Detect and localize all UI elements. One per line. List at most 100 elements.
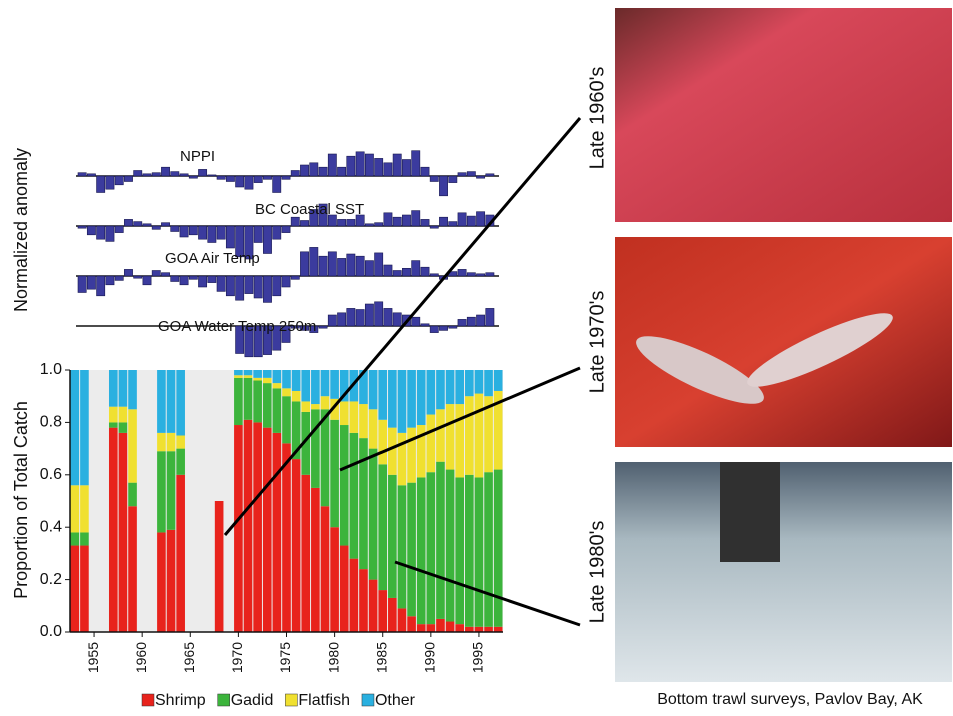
anomaly-bar xyxy=(374,158,384,177)
anomaly-bar xyxy=(290,325,300,329)
anomaly-bar xyxy=(272,275,282,297)
bar-segment xyxy=(397,370,407,433)
anomaly-bar xyxy=(281,275,291,288)
anomaly-bar xyxy=(420,323,430,327)
anomaly-bar xyxy=(439,325,448,331)
anomaly-bar xyxy=(77,225,87,229)
x-tick-label: 1965 xyxy=(181,642,197,673)
anomaly-bar xyxy=(179,173,189,177)
x-tick-label: 1975 xyxy=(277,642,293,673)
anomaly-bar xyxy=(466,272,476,277)
bar-segment xyxy=(234,370,243,376)
bar-segment xyxy=(70,532,80,546)
bar-segment xyxy=(262,383,272,428)
anomaly-bar xyxy=(105,175,115,190)
anomaly-bar xyxy=(476,211,486,227)
bar-segment xyxy=(493,390,503,470)
bar-segment xyxy=(243,370,253,376)
series-label: GOA Water Temp 250m xyxy=(158,318,316,335)
x-tick-label: 1985 xyxy=(373,642,389,673)
anomaly-bar xyxy=(105,225,115,242)
bar-segment xyxy=(311,487,320,632)
anomaly-bar xyxy=(244,175,254,190)
anomaly-bar xyxy=(161,166,170,177)
anomaly-bar xyxy=(124,219,133,227)
bar-segment xyxy=(359,370,368,405)
anomaly-bar xyxy=(198,225,208,240)
bar-segment xyxy=(118,422,128,433)
anomaly-bar xyxy=(77,275,87,293)
bar-segment xyxy=(128,506,137,632)
x-tick-label: 1970 xyxy=(229,642,245,673)
anomaly-bar xyxy=(466,316,476,327)
anomaly-bar xyxy=(161,222,170,227)
anomaly-bar xyxy=(457,172,467,177)
anomaly-bar xyxy=(346,308,356,327)
y-tick-label: 0.2 xyxy=(40,571,62,588)
bar-segment xyxy=(282,388,291,397)
bar-segment xyxy=(416,370,426,426)
bar-segment xyxy=(253,370,262,378)
bar-segment xyxy=(397,485,407,609)
anomaly-bar xyxy=(466,171,476,177)
anomaly-bar xyxy=(281,175,291,180)
anomaly-bar xyxy=(392,153,402,177)
legend-swatch xyxy=(141,693,155,707)
bar-segment xyxy=(128,482,137,507)
anomaly-bar xyxy=(429,175,439,182)
anomaly-bar xyxy=(170,275,180,282)
bar-segment xyxy=(320,396,330,410)
bar-segment xyxy=(214,501,224,632)
anomaly-bar xyxy=(476,273,486,277)
bar-segment xyxy=(397,432,407,486)
anomaly-bar xyxy=(290,170,300,177)
anomaly-bar xyxy=(235,325,245,354)
x-tick-label: 1960 xyxy=(133,642,149,673)
anomaly-bar xyxy=(133,170,143,177)
bar-segment xyxy=(262,377,272,384)
anomaly-bar xyxy=(485,308,495,327)
anomaly-bar xyxy=(346,253,356,277)
anomaly-bar xyxy=(244,275,254,294)
anomaly-bar xyxy=(327,314,337,327)
y-tick-label: 0.6 xyxy=(40,466,62,483)
anomaly-bar xyxy=(188,175,198,179)
anomaly-bar xyxy=(207,174,217,177)
anomaly-bar xyxy=(96,225,106,240)
photo-label: Late 1980's xyxy=(586,521,608,624)
bar-segment xyxy=(416,477,426,625)
anomaly-bar xyxy=(327,153,337,177)
anomaly-bar xyxy=(411,260,421,277)
anomaly-bar xyxy=(364,260,374,277)
anomaly-bar xyxy=(402,159,411,177)
anomaly-bar xyxy=(355,255,365,277)
anomaly-bar xyxy=(124,175,133,182)
bar-segment xyxy=(108,422,118,428)
bar-segment xyxy=(484,370,493,397)
anomaly-bar xyxy=(272,225,282,240)
bar-segment xyxy=(166,370,176,433)
anomaly-bar xyxy=(114,275,124,281)
bar-segment xyxy=(176,370,185,436)
anomaly-bar xyxy=(133,221,143,227)
bar-segment xyxy=(291,370,301,391)
anomaly-bar xyxy=(392,216,402,227)
bar-segment xyxy=(426,624,436,632)
anomaly-bar xyxy=(86,275,96,290)
bar-segment xyxy=(301,401,311,412)
anomaly-bar xyxy=(225,175,235,182)
anomaly-bar xyxy=(114,175,124,186)
anomaly-bar xyxy=(392,270,402,277)
bar-segment xyxy=(70,485,80,533)
bar-segment xyxy=(455,404,465,478)
anomaly-bar xyxy=(216,275,226,292)
anomaly-bar xyxy=(142,223,152,227)
bar-segment xyxy=(282,370,291,389)
bar-segment xyxy=(378,370,388,420)
anomaly-bar xyxy=(151,270,161,277)
bar-segment xyxy=(368,370,378,410)
bar-segment xyxy=(474,393,484,478)
bar-segment xyxy=(80,545,89,632)
bar-segment xyxy=(388,597,397,632)
bar-segment xyxy=(465,396,474,475)
